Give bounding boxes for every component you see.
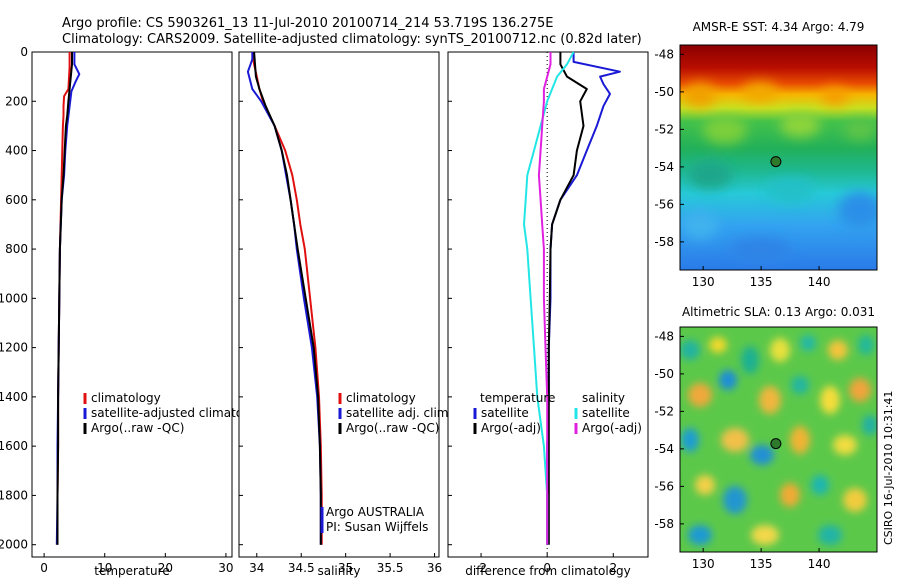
temperature-profile-panel: 0 200 400 600 800 1000 1200 1400 1600 1800 2000 0 10… xyxy=(0,45,269,578)
x-tick-label: 140 xyxy=(808,557,831,571)
series-line xyxy=(56,52,73,545)
legend-label: climatology xyxy=(346,391,416,405)
y-tick-label: -50 xyxy=(654,367,674,381)
legend-label: climatology xyxy=(91,391,161,405)
x-tick-label: 0 xyxy=(543,561,551,575)
y-tick-label: -48 xyxy=(654,329,674,343)
y-tick-label: 1200 xyxy=(0,341,28,355)
x-axis-label: difference from climatology xyxy=(465,564,631,578)
y-tick-label: -50 xyxy=(654,85,674,99)
y-tick-label: -52 xyxy=(654,404,674,418)
y-tick-label: -52 xyxy=(654,122,674,136)
sst-heatmap xyxy=(680,45,877,270)
x-tick-label: 20 xyxy=(158,561,173,575)
y-tick-label: -54 xyxy=(654,160,674,174)
y-tick-label: -58 xyxy=(654,517,674,531)
y-tick-label: 400 xyxy=(5,144,28,158)
y-tick-label: 800 xyxy=(5,242,28,256)
x-tick-label: 140 xyxy=(808,275,831,289)
plot-area xyxy=(238,51,440,558)
y-tick-label: 0 xyxy=(20,45,28,59)
series-line xyxy=(547,52,588,545)
legend-label: Argo(-adj) xyxy=(481,421,541,435)
salinity-profile-panel: 34 34.5 35 35.5 36 salinity climatologysatelli… xyxy=(238,51,452,578)
x-tick-label: 10 xyxy=(97,561,112,575)
x-tick-label: 34 xyxy=(249,561,264,575)
legend-label: Argo(..raw -QC) xyxy=(91,421,184,435)
legend-label: satellite xyxy=(582,406,630,420)
legend-label: satellite xyxy=(481,406,529,420)
y-tick-label: 200 xyxy=(5,94,28,108)
annotation-pi: PI: Susan Wijffels xyxy=(326,520,428,534)
y-tick-label: -58 xyxy=(654,235,674,249)
x-tick-label: -2 xyxy=(475,561,487,575)
map-title: Altimetric SLA: 0.13 Argo: 0.031 xyxy=(682,305,875,319)
series-line xyxy=(253,51,322,545)
x-tick-label: 2 xyxy=(609,561,617,575)
sla-map-panel: Altimetric SLA: 0.13 Argo: 0.031 130 135 14… xyxy=(654,305,878,571)
y-tick-label: 1600 xyxy=(0,439,28,453)
figure-title-line1: Argo profile: CS 5903261_13 11-Jul-2010 … xyxy=(62,16,553,31)
sst-map-panel: AMSR-E SST: 4.34 Argo: 4.79 130 135 140 -48 -… xyxy=(654,20,878,289)
y-tick-label: -56 xyxy=(654,479,674,493)
legend-title-temperature: temperature xyxy=(480,391,555,405)
legend-title-salinity: salinity xyxy=(582,391,625,405)
x-tick-label: 0 xyxy=(40,561,48,575)
x-tick-label: 36 xyxy=(427,561,442,575)
x-tick-label: 30 xyxy=(218,561,233,575)
map-title: AMSR-E SST: 4.34 Argo: 4.79 xyxy=(693,20,865,34)
y-tick-label: 2000 xyxy=(0,538,28,552)
y-tick-label: -54 xyxy=(654,442,674,456)
x-tick-label: 130 xyxy=(692,275,715,289)
legend-label: satellite-adjusted climatology xyxy=(91,406,269,420)
x-tick-label: 34.5 xyxy=(288,561,315,575)
y-tick-label: 600 xyxy=(5,193,28,207)
figure-title-line2: Climatology: CARS2009. Satellite-adjuste… xyxy=(62,32,642,47)
annotation-argo: Argo AUSTRALIA xyxy=(326,505,425,519)
argo-location-marker xyxy=(770,156,782,168)
y-tick-label: -56 xyxy=(654,197,674,211)
y-tick-label: 1400 xyxy=(0,390,28,404)
argo-location-marker xyxy=(770,438,782,450)
legend-label: Argo(..raw -QC) xyxy=(346,421,439,435)
x-axis-label: temperature xyxy=(94,564,169,578)
y-tick-label: 1800 xyxy=(0,488,28,502)
y-tick-label: -48 xyxy=(654,47,674,61)
y-tick-label: 1000 xyxy=(0,291,28,305)
x-tick-label: 135 xyxy=(750,275,773,289)
legend-label: Argo(-adj) xyxy=(582,421,642,435)
credit-timestamp: CSIRO 16-Jul-2010 10:31:41 xyxy=(882,391,895,545)
x-axis-label: salinity xyxy=(317,564,360,578)
series-line xyxy=(537,52,552,545)
x-tick-label: 35.5 xyxy=(377,561,404,575)
x-tick-label: 135 xyxy=(750,557,773,571)
series-line xyxy=(523,51,575,545)
legend-label: satellite adj. clim. xyxy=(346,406,452,420)
x-tick-label: 130 xyxy=(692,557,715,571)
x-tick-label: 35 xyxy=(338,561,353,575)
